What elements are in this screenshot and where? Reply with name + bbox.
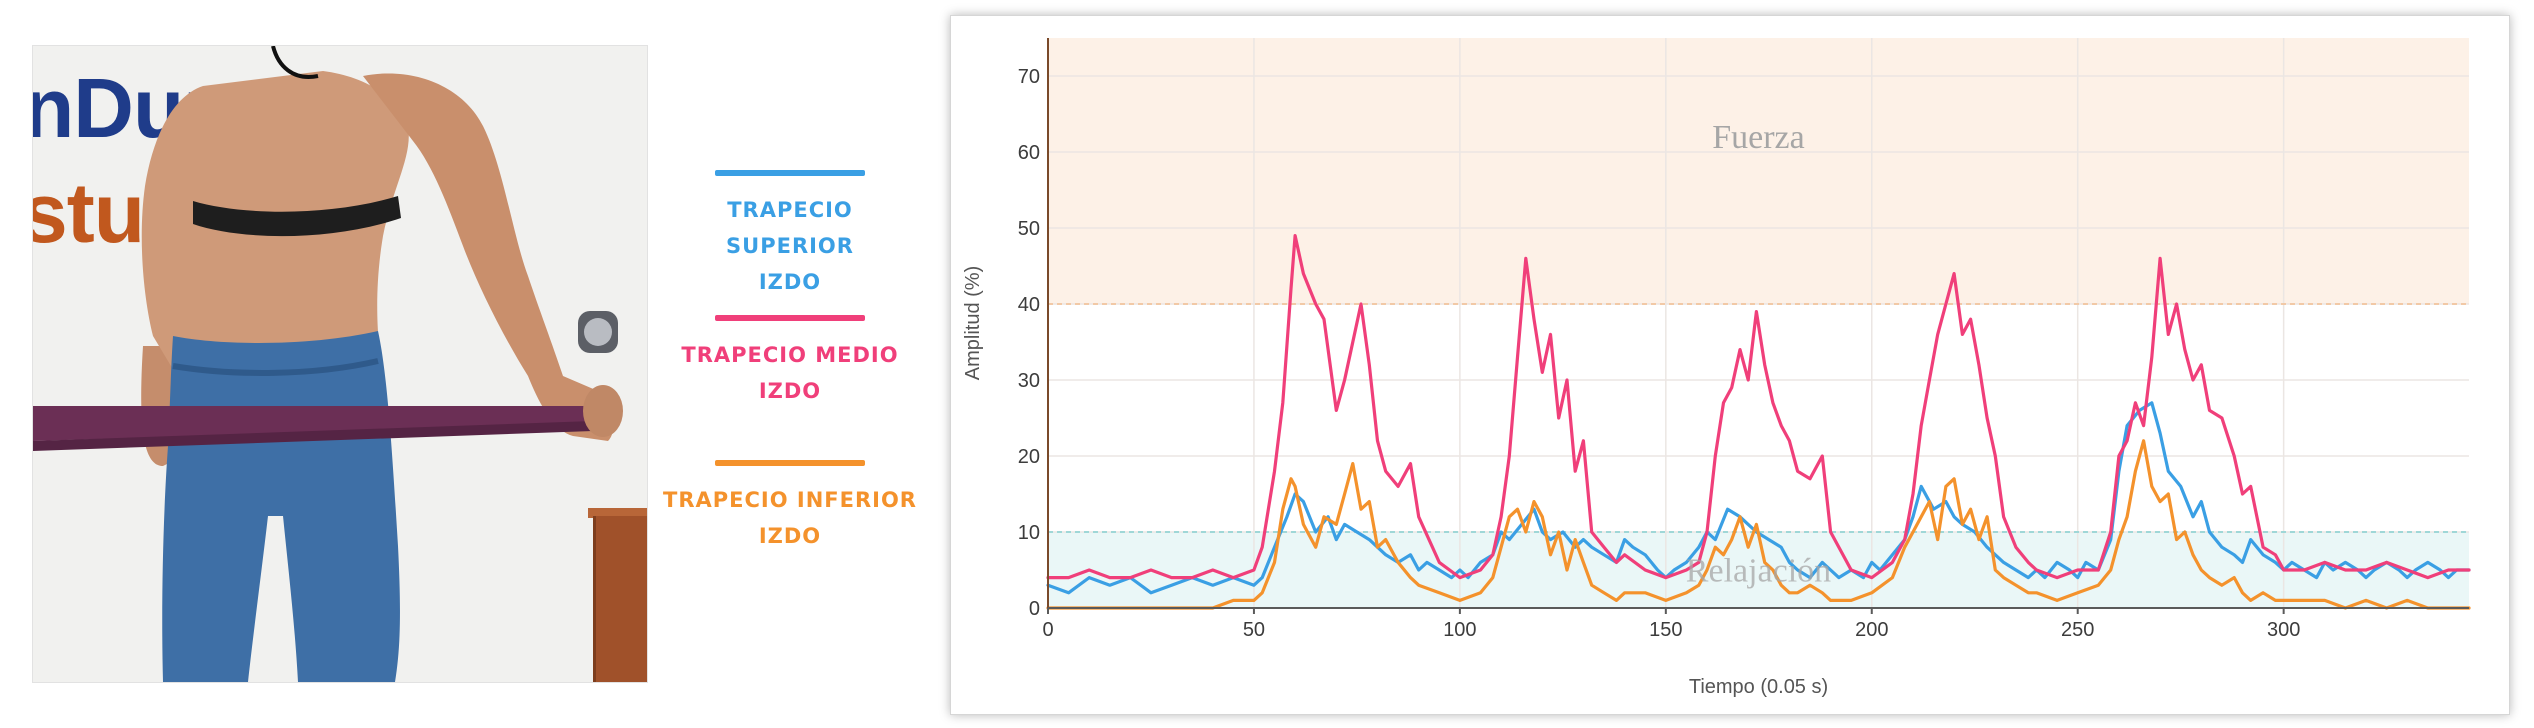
y-tick-label: 60	[1018, 142, 1040, 164]
legend-swatch	[715, 460, 865, 466]
x-tick-label: 250	[2061, 619, 2094, 641]
band-label-fuerza: Fuerza	[1712, 119, 1805, 156]
x-tick-label: 50	[1243, 619, 1265, 641]
x-tick-label: 300	[2267, 619, 2300, 641]
y-tick-label: 20	[1018, 446, 1040, 468]
legend-label: TRAPECIO INFERIOR IZDO	[663, 488, 917, 548]
emg-line-chart: Fuerza Relajación 0 10 20 30 40 50 60 70 0 50 100 150…	[962, 38, 2471, 698]
legend-label: TRAPECIO SUPERIOR IZDO	[726, 198, 854, 294]
legend-swatch	[715, 315, 865, 321]
series-line-trapecio-inferior	[1046, 439, 2471, 610]
legend-item-trapecio-medio: TRAPECIO MEDIO IZDO	[660, 315, 920, 409]
legend-label: TRAPECIO MEDIO IZDO	[681, 343, 899, 403]
cabinet	[593, 516, 647, 682]
series-line-trapecio-superior	[1046, 401, 2471, 595]
y-tick-label: 40	[1018, 294, 1040, 316]
legend-item-trapecio-superior: TRAPECIO SUPERIOR IZDO	[660, 170, 920, 300]
band-label-relajacion: Relajación	[1686, 552, 1831, 589]
cabinet-top	[588, 508, 647, 518]
x-tick-label: 150	[1649, 619, 1682, 641]
legend-swatch	[715, 170, 865, 176]
legend-item-trapecio-inferior: TRAPECIO INFERIOR IZDO	[660, 460, 920, 554]
x-tick-label: 100	[1443, 619, 1476, 641]
band-fuerza	[1048, 38, 2469, 304]
person-illustration	[33, 46, 623, 682]
y-tick-label: 0	[1029, 598, 1040, 620]
emg-chart-panel: Fuerza Relajación 0 10 20 30 40 50 60 70 0 50 100 150…	[950, 15, 2510, 715]
y-tick-label: 10	[1018, 522, 1040, 544]
y-tick-label: 50	[1018, 218, 1040, 240]
y-axis-title: Amplitud (%)	[962, 266, 984, 380]
series-line-trapecio-medio	[1046, 234, 2471, 580]
band-relajacion	[1048, 532, 2469, 608]
y-tick-label: 30	[1018, 370, 1040, 392]
exercise-photo: nDura stud	[32, 45, 648, 683]
x-axis-title: Tiempo (0.05 s)	[1689, 676, 1828, 698]
x-tick-label: 0	[1042, 619, 1053, 641]
x-tick-label: 200	[1855, 619, 1888, 641]
y-tick-label: 70	[1018, 66, 1040, 88]
